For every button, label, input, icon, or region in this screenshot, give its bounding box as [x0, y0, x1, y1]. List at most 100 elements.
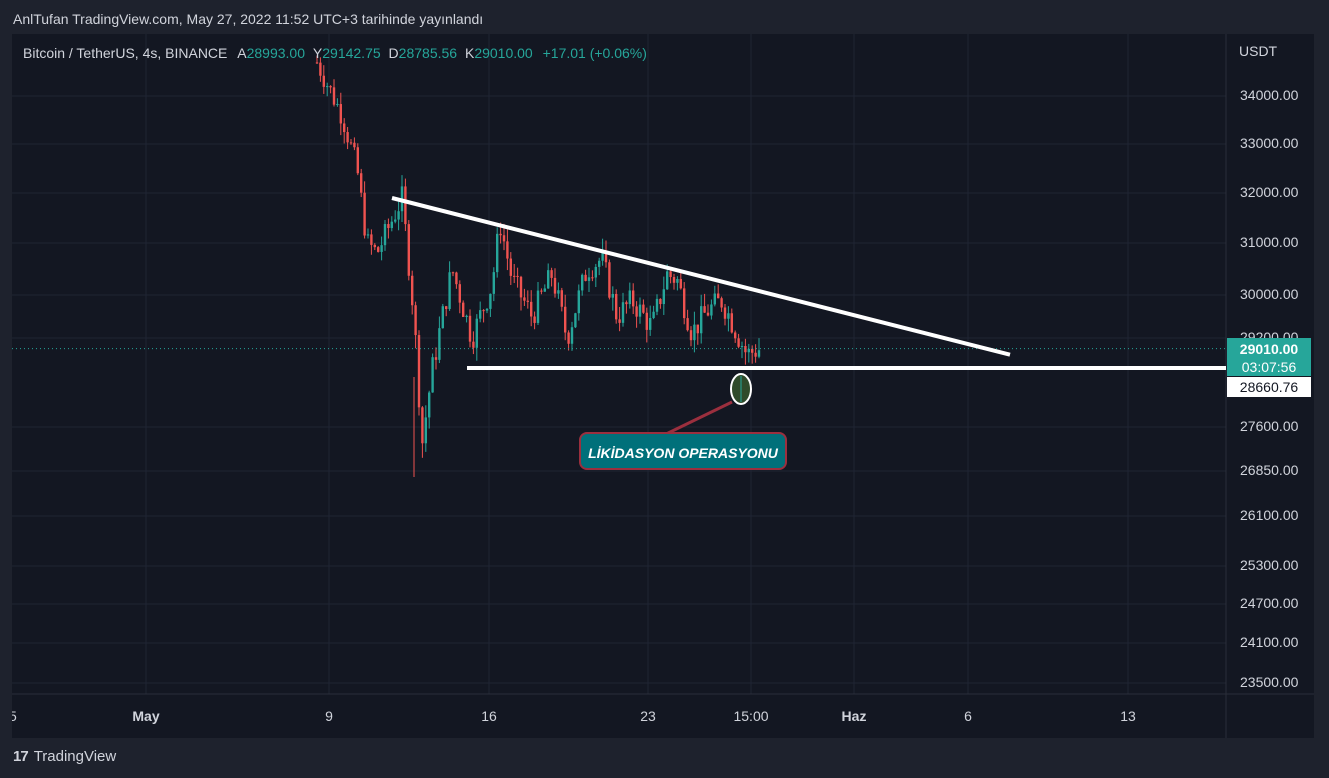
candle-body	[336, 104, 339, 106]
candle-body	[672, 277, 676, 283]
candle-body	[693, 324, 696, 341]
candle-body	[703, 306, 706, 313]
candle-body	[363, 192, 366, 236]
candle-body	[390, 221, 393, 229]
candle-body	[604, 250, 608, 263]
price-tick-label: 27600.00	[1240, 418, 1299, 434]
candle-body	[468, 315, 472, 342]
candle-body	[526, 300, 529, 302]
candle-body	[601, 250, 604, 261]
candle-body	[560, 290, 563, 307]
candle-body	[737, 338, 740, 347]
tradingview-mark-icon: 17	[13, 748, 29, 765]
candle-body	[740, 345, 744, 347]
candle-body	[502, 235, 506, 242]
candle-body	[550, 270, 553, 278]
candle-body	[727, 313, 730, 319]
candle-body	[543, 288, 546, 292]
candle-body	[567, 332, 570, 344]
candle-body	[496, 233, 499, 273]
candle-body	[509, 258, 512, 276]
descending-trendline[interactable]	[391, 196, 1011, 357]
price-tick-label: 26850.00	[1240, 462, 1299, 478]
callout-pointer	[661, 400, 733, 438]
candle-body	[734, 332, 737, 339]
candle-body	[434, 357, 438, 360]
liquidation-callout[interactable]: LİKİDASYON OPERASYONU	[579, 432, 787, 470]
candle-body	[574, 313, 577, 328]
candle-body	[754, 352, 757, 357]
chart-panel[interactable]: Bitcoin / TetherUS, 4s, BINANCE A28993.0…	[12, 34, 1314, 738]
candle-body	[713, 293, 716, 305]
candle-body	[373, 244, 376, 248]
price-tick-label: 24700.00	[1240, 595, 1299, 611]
change-value: +17.01 (+0.06%)	[542, 45, 647, 61]
candle-body	[431, 357, 434, 393]
candle-body	[570, 327, 574, 344]
candle-body	[730, 313, 733, 333]
candle-body	[387, 224, 390, 229]
time-tick-label: 15:00	[733, 708, 769, 724]
low-label: D	[388, 45, 399, 61]
candle-body	[485, 308, 489, 311]
time-tick-label: 9	[325, 708, 333, 724]
time-tick-label: 16	[481, 708, 497, 724]
price-chart[interactable]	[12, 34, 1314, 738]
candle-body	[530, 301, 533, 317]
publish-info: AnlTufan TradingView.com, May 27, 2022 1…	[13, 11, 484, 27]
tradingview-logo[interactable]: 17 TradingView	[13, 748, 116, 765]
chart-grid	[12, 34, 1314, 738]
candle-body	[720, 298, 723, 308]
candle-body	[489, 293, 492, 309]
candle-body	[540, 290, 543, 292]
candle-body	[319, 62, 322, 76]
candle-body	[383, 224, 387, 246]
candle-body	[353, 142, 356, 148]
candle-body	[553, 277, 557, 294]
candle-body	[380, 245, 383, 252]
candle-body	[662, 289, 665, 305]
price-tick-label: 23500.00	[1240, 674, 1299, 690]
candle-body	[394, 219, 397, 222]
currency-label: USDT	[1239, 43, 1278, 59]
candle-body	[417, 335, 421, 408]
price-tick-label: 24100.00	[1240, 634, 1299, 650]
candlestick-series	[315, 55, 761, 477]
candle-body	[421, 407, 424, 444]
candle-body	[322, 75, 325, 87]
price-tick-label: 32000.00	[1240, 184, 1299, 200]
candle-body	[723, 307, 727, 319]
candle-body	[360, 173, 363, 193]
time-tick-label: May	[132, 708, 160, 724]
candle-body	[404, 186, 407, 225]
candle-body	[669, 271, 672, 278]
high-value: 29142.75	[322, 45, 381, 61]
time-tick-label: 6	[964, 708, 972, 724]
candle-body	[329, 86, 332, 88]
candle-body	[635, 306, 638, 317]
candle-body	[638, 304, 642, 317]
publish-header: AnlTufan TradingView.com, May 27, 2022 1…	[0, 0, 1329, 34]
candle-body	[438, 328, 441, 360]
candle-body	[676, 278, 679, 283]
candle-body	[356, 147, 359, 174]
candle-body	[608, 262, 611, 298]
candle-body	[533, 316, 536, 323]
candle-body	[458, 284, 461, 303]
tradingview-brand: TradingView	[33, 748, 117, 765]
candle-body	[349, 142, 353, 144]
time-tick-label: 13	[1120, 708, 1136, 724]
candle-body	[611, 293, 614, 298]
candle-body	[652, 311, 655, 319]
price-tick-label: 33000.00	[1240, 135, 1299, 151]
candle-body	[343, 123, 346, 133]
candle-body	[424, 417, 427, 444]
candle-body	[445, 306, 448, 309]
price-tick-label: 26100.00	[1240, 507, 1299, 523]
candle-body	[472, 341, 475, 348]
high-label: Y	[312, 45, 323, 61]
candle-body	[465, 315, 468, 318]
bar-countdown: 03:07:56	[1241, 359, 1297, 375]
candle-body	[557, 290, 560, 294]
candle-body	[747, 348, 750, 353]
